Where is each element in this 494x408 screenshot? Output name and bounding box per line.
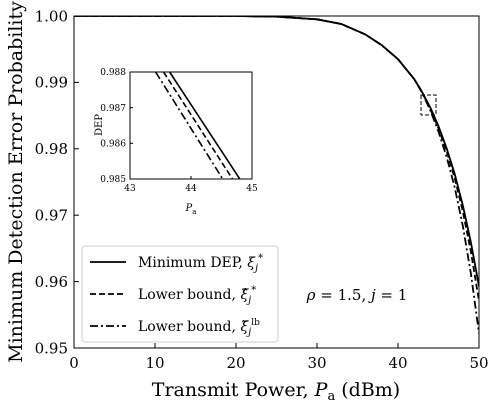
main-plot: 0 10 20 30 40 50 0.95 0.96 0.97 0.98 0.99 1.00 Tra… [5,1,489,404]
inset-series-line-dashdot [154,72,224,179]
inset-y-ticks: 0.985 0.986 0.987 0.988 [100,68,133,185]
inset-y-tick-label: 0.986 [100,139,126,149]
main-series-line-dashdot [74,16,479,334]
main-x-tick-label: 30 [307,354,326,372]
inset-y-tick-label: 0.988 [100,68,126,78]
zoom-region-box [420,94,437,116]
main-y-axis-label: Minimum Detection Error Probability [5,1,27,363]
main-x-tick-label: 50 [469,354,488,372]
main-y-ticks: 0.95 0.96 0.97 0.98 0.99 1.00 [35,7,79,357]
main-x-tick-label: 10 [145,354,164,372]
inset-y-tick-label: 0.985 [100,175,126,185]
main-x-axis-label: Transmit Power, Pa (dBm) [152,379,400,404]
inset-y-axis-label: DEP [94,114,105,136]
main-x-tick-label: 20 [226,354,245,372]
main-x-tick-label: 0 [69,354,79,372]
inset-plot: 43 44 45 0.985 0.986 0.987 0.988 Pa DEP [94,68,258,216]
inset-x-tick-label: 43 [124,184,136,194]
legend: Minimum DEP, ξj* Lower bound, ξ̂j* Lower… [81,245,279,343]
main-y-tick-label: 0.98 [35,140,68,158]
parameter-annotation: ρ = 1.5, j = 1 [306,286,408,304]
main-y-tick-label: 1.00 [35,7,68,25]
inset-series-line-dashed [162,72,234,179]
main-series-lines [74,16,479,334]
main-x-ticks: 0 10 20 30 40 50 [69,343,489,372]
inset-x-tick-label: 44 [185,184,197,194]
legend-box [81,245,279,343]
inset-plot-background [130,72,252,179]
main-y-tick-label: 0.95 [35,339,68,357]
main-y-tick-label: 0.96 [35,273,68,291]
main-y-tick-label: 0.97 [35,206,68,224]
inset-x-tick-label: 45 [246,184,258,194]
inset-series-line-solid [168,72,241,179]
legend-label-lower-bound: Lower bound, ξ̂j* [138,285,256,306]
inset-x-axis-label: Pa [185,203,197,216]
inset-y-tick-label: 0.987 [100,104,126,114]
main-x-tick-label: 40 [388,354,407,372]
inset-series-lines [154,72,241,179]
main-y-tick-label: 0.99 [35,74,68,92]
legend-label-lower-bound-lb: Lower bound, ξ̆jlb [138,318,260,338]
legend-label-minimum-dep: Minimum DEP, ξj* [138,253,263,274]
